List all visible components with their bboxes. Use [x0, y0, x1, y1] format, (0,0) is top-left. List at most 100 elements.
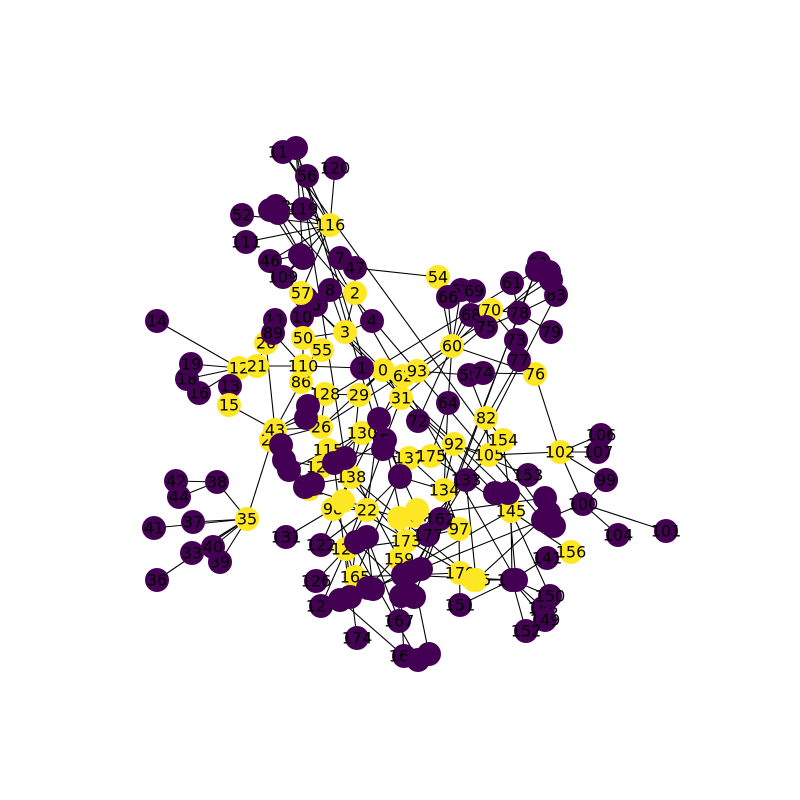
graph-node-116: 116 — [315, 213, 345, 237]
node-circle — [291, 354, 315, 378]
node-label: 15 — [219, 396, 239, 415]
node-label: 41 — [144, 519, 164, 538]
graph-node-56: 56 — [295, 164, 319, 188]
node-label: 68 — [461, 306, 481, 325]
node-label: 137 — [394, 449, 425, 468]
node-label: 93 — [407, 362, 427, 381]
graph-node-89: 89 — [261, 321, 285, 345]
node-label: 64 — [438, 394, 458, 413]
graph-node-120: 120 — [320, 156, 350, 180]
node-label: 73 — [506, 331, 526, 350]
graph-node-111: 111 — [231, 230, 261, 254]
node-circle — [559, 540, 583, 564]
node-label: 46 — [260, 252, 280, 271]
graph-node-73: 73 — [504, 328, 528, 352]
graph-edge — [417, 345, 453, 422]
node-circle — [339, 465, 363, 489]
node-label: 6 — [311, 296, 321, 315]
graph-edge — [534, 373, 561, 453]
graph-node-173: 173 — [391, 529, 421, 553]
node-circle — [218, 374, 242, 398]
node-circle — [537, 260, 561, 284]
node-circle — [654, 519, 678, 543]
node-circle — [295, 164, 319, 188]
graph-node-19: 19 — [179, 352, 203, 376]
node-circle — [462, 568, 486, 592]
graph-node-72: 72 — [406, 409, 430, 433]
node-circle — [432, 478, 456, 502]
graph-node-50: 50 — [291, 326, 315, 350]
node-circle — [504, 328, 528, 352]
graph-node-0: 0 — [371, 358, 395, 382]
node-label: 66 — [438, 288, 458, 307]
graph-node-137: 137 — [394, 446, 425, 470]
node-layer: 0123456789101112131415161819202122242629… — [142, 136, 681, 672]
graph-node-44: 44 — [167, 485, 191, 509]
node-label: 2 — [350, 284, 360, 303]
node-circle — [310, 338, 334, 362]
node-circle — [447, 517, 471, 541]
node-circle — [477, 443, 501, 467]
node-circle — [535, 546, 559, 570]
graph-node-13: 13 — [218, 374, 242, 398]
graph-edge — [300, 224, 331, 294]
node-label: 152 — [511, 622, 542, 641]
graph-edge — [245, 224, 331, 243]
node-label: 79 — [541, 323, 561, 342]
graph-node-55: 55 — [310, 338, 334, 362]
node-label: 29 — [349, 386, 369, 405]
graph-edge — [156, 320, 240, 369]
node-circle — [387, 506, 411, 530]
graph-node-41: 41 — [142, 516, 166, 540]
graph-node — [284, 136, 308, 160]
node-circle — [523, 362, 547, 386]
node-circle — [371, 437, 395, 461]
graph-node-177: 177 — [413, 523, 443, 547]
graph-node-64: 64 — [436, 391, 460, 415]
graph-node-21: 21 — [245, 354, 269, 378]
node-circle — [301, 472, 325, 496]
node-label: 75 — [476, 318, 496, 337]
node-label: 61 — [502, 274, 522, 293]
node-circle — [474, 315, 498, 339]
node-label: 89 — [263, 324, 283, 343]
graph-node-152: 152 — [511, 619, 542, 643]
node-label: 162 — [425, 510, 456, 529]
graph-node — [258, 198, 282, 222]
node-label: 100 — [568, 495, 599, 514]
graph-node — [331, 489, 355, 513]
graph-edge — [282, 151, 331, 226]
node-label: 56 — [297, 167, 317, 186]
node-label: 35 — [237, 510, 257, 529]
node-circle — [313, 382, 337, 406]
graph-node-154: 154 — [488, 428, 518, 452]
graph-node-66: 66 — [436, 285, 460, 309]
node-circle — [309, 533, 333, 557]
graph-node-141: 141 — [532, 546, 562, 570]
node-circle — [291, 326, 315, 350]
node-circle — [571, 492, 595, 516]
node-label: 153 — [513, 466, 544, 485]
node-circle — [389, 386, 413, 410]
node-label: 77 — [509, 351, 529, 370]
graph-node — [531, 508, 555, 532]
node-circle — [402, 585, 426, 609]
graph-node-101: 101 — [651, 519, 681, 543]
node-circle — [507, 348, 531, 372]
graph-edge — [350, 476, 475, 581]
node-label: 105 — [474, 446, 505, 465]
node-circle — [323, 156, 347, 180]
node-label: 8 — [325, 281, 335, 300]
node-circle — [548, 440, 572, 464]
node-label: 156 — [556, 543, 587, 562]
node-circle — [274, 525, 298, 549]
node-label: 3 — [340, 323, 350, 342]
graph-node-99: 99 — [594, 468, 618, 492]
node-label: 78 — [509, 304, 529, 323]
node-circle — [331, 489, 355, 513]
graph-node-133: 133 — [451, 468, 481, 492]
graph-node-61: 61 — [500, 271, 524, 295]
node-circle — [258, 249, 282, 273]
node-circle — [387, 609, 411, 633]
node-circle — [145, 568, 169, 592]
